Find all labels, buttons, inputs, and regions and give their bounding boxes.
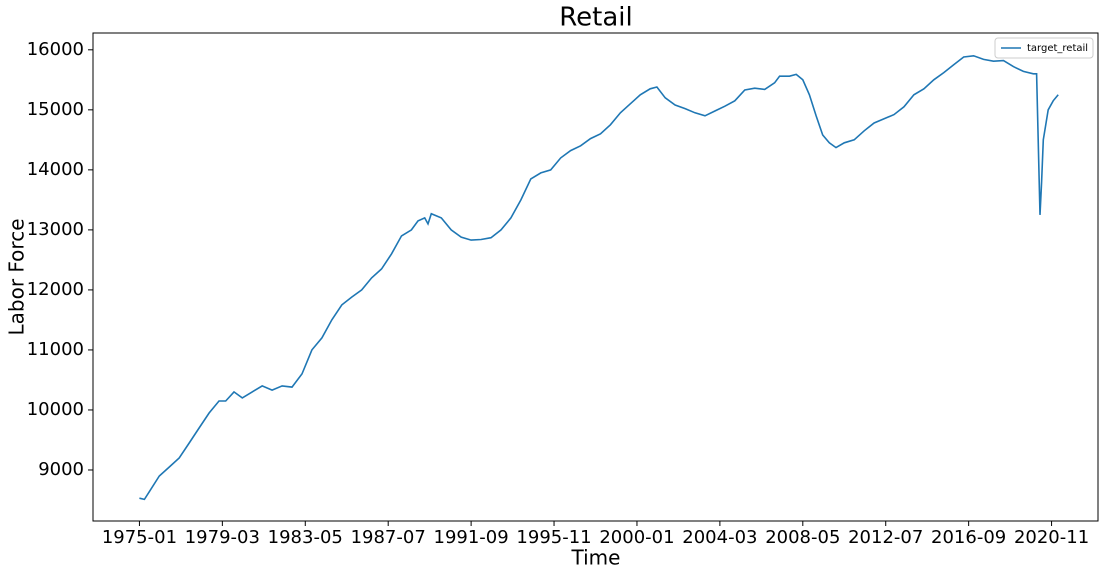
x-tick-label: 2020-11 — [1014, 527, 1089, 548]
y-tick-label: 16000 — [27, 39, 84, 60]
x-tick-label: 2000-01 — [599, 527, 674, 548]
x-tick-label: 1991-09 — [434, 527, 509, 548]
x-tick-label: 2004-03 — [682, 527, 757, 548]
x-tick-label: 2012-07 — [848, 527, 923, 548]
y-axis-label: Labor Force — [5, 218, 29, 335]
x-tick-label: 2016-09 — [931, 527, 1006, 548]
y-tick-label: 10000 — [27, 399, 84, 420]
y-tick-label: 9000 — [38, 459, 84, 480]
y-tick-label: 11000 — [27, 339, 84, 360]
y-tick-label: 13000 — [27, 219, 84, 240]
y-tick-label: 14000 — [27, 159, 84, 180]
x-tick-label: 1995-11 — [516, 527, 591, 548]
line — [139, 54, 1059, 501]
legend-box — [994, 37, 1094, 59]
x-axis-label: Time — [571, 546, 621, 570]
x-tick-label: 1983-05 — [268, 527, 343, 548]
x-tick-label: 1987-07 — [351, 527, 426, 548]
y-tick-label: 15000 — [27, 99, 84, 120]
plot-frame — [92, 32, 1099, 522]
x-tick-label: 1975-01 — [102, 527, 177, 548]
x-tick-label: 1979-03 — [185, 527, 260, 548]
chart-title: Retail — [559, 3, 632, 33]
legend-label: target_retail — [1027, 43, 1088, 54]
y-tick-label: 12000 — [27, 279, 84, 300]
x-tick-label: 2008-05 — [765, 527, 840, 548]
